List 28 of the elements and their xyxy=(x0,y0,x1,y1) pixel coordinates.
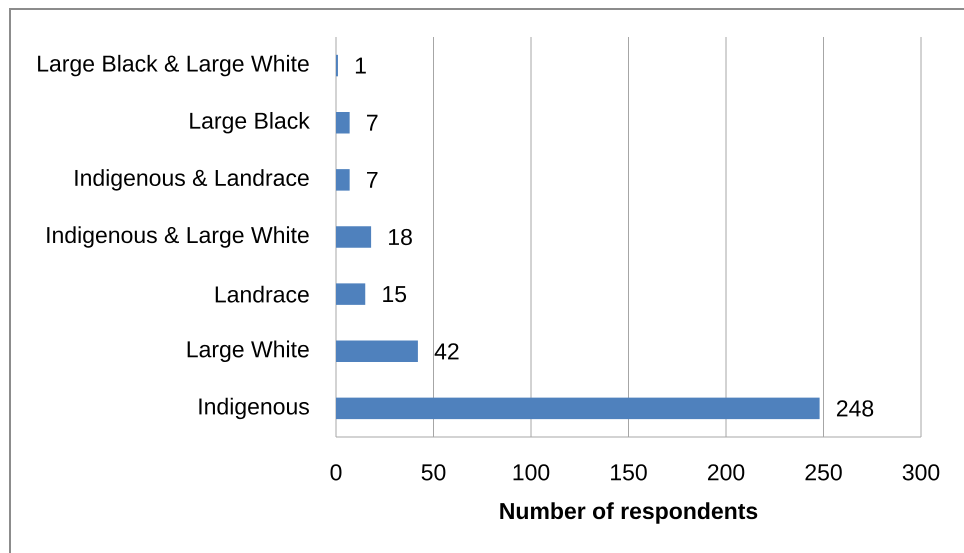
data-label: 15 xyxy=(383,286,406,302)
data-label: 1 xyxy=(356,58,366,74)
x-tick-label: 250 xyxy=(805,464,842,480)
x-tick-label: 150 xyxy=(611,464,647,480)
x-tick-label: 0 xyxy=(330,464,342,480)
bar xyxy=(336,340,418,362)
bar xyxy=(336,283,366,305)
bar xyxy=(336,112,350,134)
data-label: 248 xyxy=(836,400,874,417)
x-tick-label: 100 xyxy=(514,464,550,480)
data-label: 18 xyxy=(389,228,412,246)
y-tick-label: Indigenous & Landrace xyxy=(75,169,309,191)
x-axis-title: Number of respondents xyxy=(500,502,758,524)
data-label: 42 xyxy=(434,343,459,360)
y-tick-label: Landrace xyxy=(216,286,309,303)
y-tick-label: Indigenous xyxy=(199,398,309,420)
x-tick-label: 300 xyxy=(902,464,940,480)
x-tick-label: 50 xyxy=(422,464,446,480)
y-tick-label: Large White xyxy=(188,340,309,362)
data-label: 7 xyxy=(367,114,378,131)
data-label: 7 xyxy=(367,172,378,188)
bar xyxy=(336,169,350,191)
y-tick-label: Indigenous & Large White xyxy=(47,226,309,248)
bar xyxy=(336,398,820,420)
y-tick-label: Large Black & Large White xyxy=(38,54,309,76)
y-tick-label: Large Black xyxy=(190,112,310,134)
x-tick-label: 200 xyxy=(708,464,744,480)
bar xyxy=(336,226,372,248)
